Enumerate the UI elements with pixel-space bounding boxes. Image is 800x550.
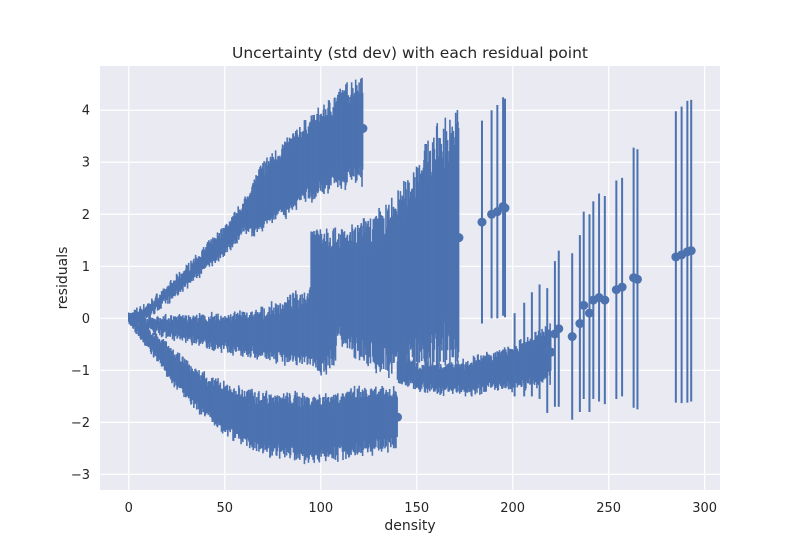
data-point bbox=[632, 274, 642, 284]
data-point bbox=[575, 319, 585, 329]
x-tick-label: 150 bbox=[404, 501, 429, 516]
y-tick-label: 2 bbox=[82, 208, 90, 223]
data-point bbox=[542, 346, 552, 356]
data-point bbox=[358, 123, 368, 133]
data-point bbox=[617, 282, 627, 292]
y-tick-label: −1 bbox=[71, 364, 90, 379]
y-tick-label: −2 bbox=[71, 416, 90, 431]
y-axis-label: residuals bbox=[55, 247, 71, 310]
data-point bbox=[554, 324, 564, 334]
y-tick-label: 3 bbox=[82, 156, 90, 171]
error-band-5 bbox=[396, 323, 556, 397]
y-tick-label: 1 bbox=[82, 260, 90, 275]
x-axis-label: density bbox=[384, 518, 435, 534]
data-point bbox=[519, 345, 529, 355]
data-point bbox=[579, 300, 589, 310]
x-tick-label: 0 bbox=[125, 501, 133, 516]
data-marks bbox=[127, 77, 696, 465]
data-point bbox=[500, 203, 510, 213]
error-band-4 bbox=[310, 110, 464, 379]
error-band-3 bbox=[127, 312, 403, 465]
data-point bbox=[567, 332, 577, 342]
error-band-1 bbox=[127, 77, 368, 324]
data-point bbox=[535, 337, 545, 347]
data-point bbox=[477, 217, 487, 227]
sparse-points bbox=[477, 97, 696, 420]
data-point bbox=[393, 412, 403, 422]
data-point bbox=[584, 308, 594, 318]
chart-title: Uncertainty (std dev) with each residual… bbox=[232, 44, 588, 62]
x-tick-label: 200 bbox=[500, 501, 525, 516]
x-tick-label: 50 bbox=[216, 501, 233, 516]
data-point bbox=[510, 350, 520, 360]
data-point bbox=[527, 339, 537, 349]
y-tick-label: −3 bbox=[71, 468, 90, 483]
y-tick-label: 0 bbox=[82, 312, 90, 327]
x-tick-label: 250 bbox=[596, 501, 621, 516]
data-point bbox=[492, 207, 502, 217]
data-point bbox=[454, 233, 464, 243]
data-point bbox=[686, 246, 696, 256]
x-tick-label: 300 bbox=[692, 501, 717, 516]
y-tick-label: 4 bbox=[82, 104, 90, 119]
data-point bbox=[600, 295, 610, 305]
x-tick-label: 100 bbox=[308, 501, 333, 516]
tick-labels: 0 50 100 150 200 250 300 −3 −2 −1 0 1 2 3 4 bbox=[71, 104, 717, 516]
